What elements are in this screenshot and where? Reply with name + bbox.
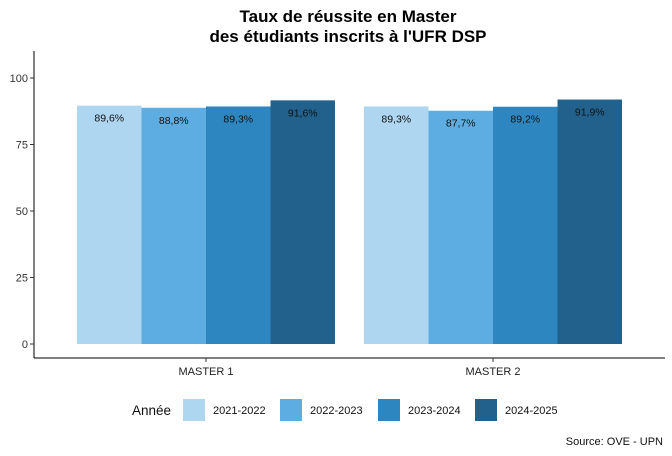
chart-title-line-2: des étudiants inscrits à l'UFR DSP: [209, 27, 486, 46]
legend-label: 2022-2023: [310, 405, 363, 417]
y-axis: 0 25 50 75 100: [10, 51, 35, 358]
bar: [364, 106, 429, 344]
bar: [493, 106, 558, 344]
caption-source: Source: OVE - UPN: [566, 436, 663, 448]
legend-title: Année: [132, 403, 171, 418]
data-label: 91,9%: [575, 107, 605, 119]
bars: [77, 99, 622, 345]
y-tick-label: 50: [16, 206, 28, 218]
bar: [206, 106, 271, 344]
y-tick-label: 25: [16, 273, 28, 285]
legend: Année 2021-2022 2022-2023 2023-2024 2024-20…: [132, 399, 558, 421]
x-tick-label: MASTER 2: [465, 366, 520, 378]
bar: [428, 110, 493, 344]
bar: [141, 107, 206, 345]
y-tick-label: 100: [10, 73, 28, 85]
data-labels: 89,6% 88,8% 89,3% 91,6% 89,3% 87,7% 89,2% 91,9%: [94, 107, 604, 130]
data-label: 89,6%: [94, 113, 124, 125]
data-label: 89,2%: [510, 114, 540, 126]
legend-label: 2021-2022: [213, 405, 266, 417]
legend-swatch: [280, 399, 302, 421]
data-label: 91,6%: [288, 107, 318, 119]
x-tick-label: MASTER 1: [178, 366, 233, 378]
x-axis: MASTER 1 MASTER 2: [34, 357, 665, 378]
legend-label: 2023-2024: [408, 405, 461, 417]
legend-label: 2024-2025: [505, 405, 558, 417]
legend-swatch: [475, 399, 497, 421]
data-label: 88,8%: [159, 115, 189, 127]
legend-swatch: [378, 399, 400, 421]
data-label: 89,3%: [381, 113, 411, 125]
y-tick-label: 75: [16, 140, 28, 152]
bar: [270, 100, 335, 345]
legend-swatch: [183, 399, 205, 421]
bar: [77, 105, 142, 344]
bar: [557, 99, 622, 345]
y-tick-label: 0: [22, 339, 28, 351]
chart-title-line-1: Taux de réussite en Master: [240, 7, 457, 26]
data-label: 87,7%: [446, 118, 476, 130]
data-label: 89,3%: [223, 113, 253, 125]
